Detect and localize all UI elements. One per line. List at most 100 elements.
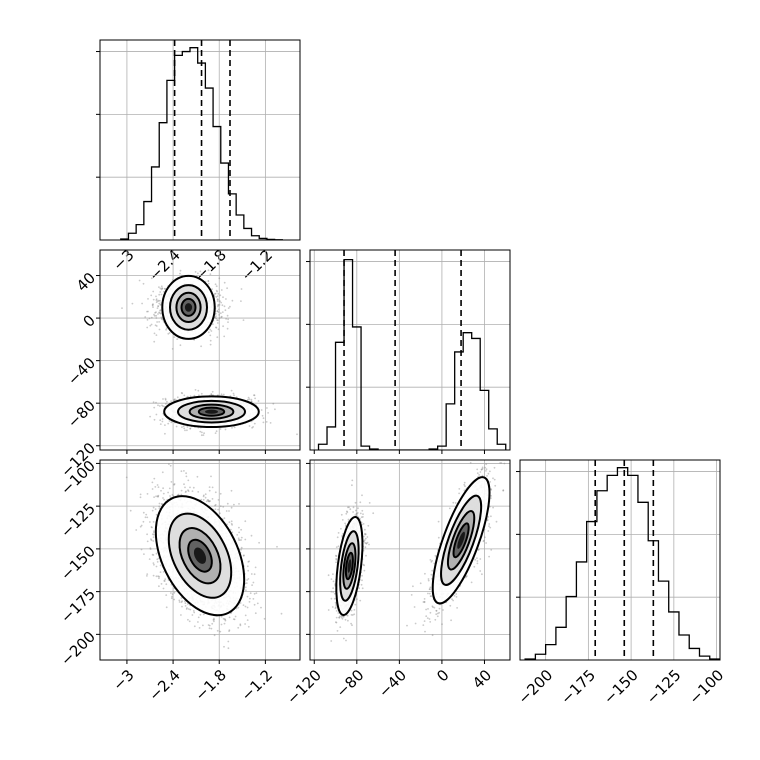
scatter-point	[158, 286, 160, 288]
scatter-point	[211, 288, 214, 290]
scatter-point	[158, 302, 161, 305]
scatter-point	[216, 629, 219, 632]
scatter-point	[223, 517, 226, 520]
scatter-point	[198, 627, 201, 629]
scatter-point	[246, 619, 249, 621]
scatter-point	[152, 401, 155, 404]
scatter-point	[154, 508, 157, 511]
scatter-point	[193, 625, 196, 628]
scatter-point	[154, 311, 157, 314]
x-tick-label-3: −1.2	[238, 246, 276, 284]
scatter-point	[162, 571, 165, 573]
y-tick-label-3: 0	[80, 311, 99, 330]
scatter-point	[150, 323, 153, 326]
scatter-point	[162, 587, 165, 590]
scatter-point	[170, 400, 173, 402]
scatter-point	[197, 621, 199, 623]
scatter-point	[192, 610, 195, 612]
scatter-point	[164, 432, 166, 435]
scatter-point	[215, 430, 218, 433]
scatter-point	[150, 277, 153, 280]
scatter-point	[186, 603, 189, 605]
scatter-point	[156, 495, 159, 498]
scatter-point	[214, 292, 217, 295]
scatter-point	[227, 647, 230, 650]
panel-frame	[99, 249, 301, 451]
scatter-point	[153, 530, 155, 533]
scatter-point	[178, 599, 181, 602]
scatter-point	[193, 338, 196, 341]
y-tick-label-2: −40	[64, 354, 99, 389]
scatter-point	[158, 575, 161, 578]
scatter-point	[153, 418, 156, 421]
scatter-point	[155, 401, 157, 404]
scatter-point	[211, 390, 214, 393]
scatter-point	[199, 270, 202, 273]
scatter-point	[217, 292, 220, 295]
scatter-point	[237, 606, 240, 609]
scatter-point	[180, 614, 182, 616]
scatter-point	[181, 426, 183, 428]
scatter-point	[194, 389, 197, 391]
scatter-point	[155, 317, 158, 319]
scatter-point	[146, 575, 148, 577]
scatter-point	[253, 592, 256, 595]
scatter-point	[252, 598, 255, 600]
scatter-point	[189, 395, 192, 398]
scatter-point	[152, 298, 155, 301]
scatter-point	[146, 326, 149, 329]
scatter-point	[159, 419, 162, 422]
scatter-point	[216, 298, 219, 301]
scatter-point	[230, 489, 233, 492]
scatter-point	[257, 400, 260, 402]
scatter-point	[214, 283, 217, 286]
scatter-point	[183, 483, 185, 486]
scatter-point	[151, 481, 154, 484]
scatter-point	[232, 618, 235, 620]
panel-hist-p2: −200 −175 −150 −125 −100	[515, 459, 727, 708]
scatter-point	[208, 627, 211, 630]
contour-line-1-0	[163, 395, 260, 428]
scatter-point	[149, 521, 151, 523]
scatter-point	[161, 418, 164, 420]
scatter-point	[162, 398, 164, 400]
scatter-point	[214, 312, 217, 315]
scatter-point	[238, 503, 240, 505]
scatter-point	[152, 290, 155, 293]
scatter-point	[232, 392, 235, 395]
scatter-point	[197, 389, 200, 392]
scatter-point	[160, 288, 163, 291]
scatter-point	[245, 582, 248, 584]
contour-line-1-2	[188, 403, 235, 420]
scatter-point	[146, 540, 149, 543]
scatter-point	[146, 516, 149, 519]
scatter-point	[185, 490, 187, 493]
scatter-point	[218, 304, 221, 306]
scatter-point	[160, 503, 163, 505]
scatter-point	[214, 432, 217, 434]
scatter-point	[204, 493, 207, 496]
scatter-point	[153, 315, 156, 317]
scatter-point	[152, 540, 155, 542]
scatter-point	[228, 630, 231, 632]
scatter-point	[189, 608, 192, 611]
scatter-point	[146, 533, 149, 536]
scatter-point	[202, 624, 204, 627]
scatter-point	[155, 575, 158, 578]
scatter-point	[161, 317, 164, 320]
scatter-point	[220, 316, 223, 318]
contour-line-0-1	[169, 284, 208, 331]
scatter-point	[217, 304, 220, 306]
scatter-point	[152, 506, 155, 509]
scatter-point	[168, 463, 170, 465]
scatter-point	[162, 405, 165, 408]
scatter-point	[150, 294, 153, 297]
scatter-point	[196, 475, 199, 478]
scatter-point	[187, 618, 189, 621]
scatter-point	[214, 504, 216, 507]
scatter-point	[221, 304, 224, 307]
contour-line-0-3	[180, 297, 197, 317]
scatter-point	[231, 299, 234, 302]
scatter-point	[234, 615, 237, 618]
